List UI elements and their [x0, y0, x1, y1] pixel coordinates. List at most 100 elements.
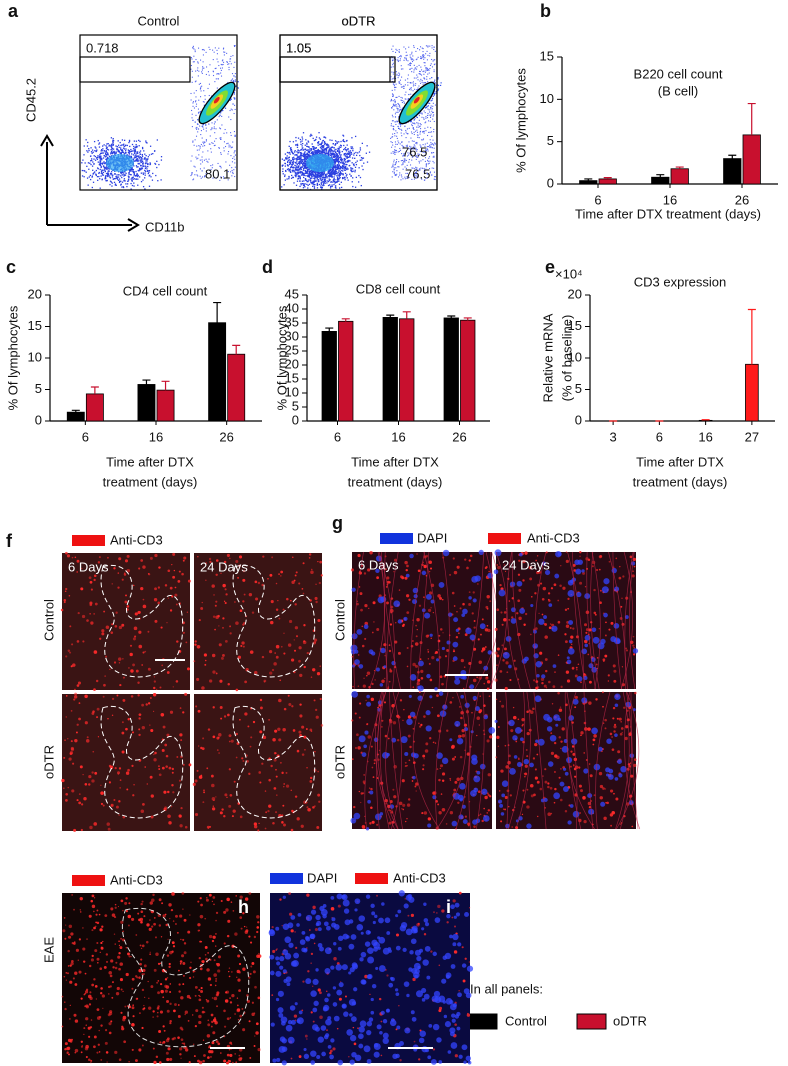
stain-dot [369, 551, 373, 555]
stain-dot [210, 774, 214, 778]
stain-dot [522, 579, 525, 582]
dot [431, 99, 433, 101]
stain-dot [65, 551, 68, 555]
stain-dot [180, 739, 183, 742]
dot [413, 178, 415, 180]
stain-dot [530, 794, 534, 798]
stain-dot [70, 740, 73, 743]
stain-dot [126, 554, 130, 558]
dot [99, 164, 101, 166]
stain-dot [476, 716, 481, 720]
stain-dot [240, 644, 243, 648]
stain-dot [618, 576, 622, 580]
dot [351, 167, 353, 169]
stain-dot [482, 649, 485, 652]
stain-dot [158, 768, 161, 771]
stain-dot [423, 715, 426, 718]
stain-dot [319, 665, 321, 667]
dot [122, 172, 124, 174]
dot [434, 178, 436, 181]
y-axis-label: % Of lymphocytes [5, 305, 20, 410]
dot [103, 168, 106, 170]
dot [282, 168, 284, 170]
stain-dot [360, 801, 362, 804]
stain-dot [223, 815, 226, 818]
gate-value: 76.5 [405, 166, 430, 181]
dot [221, 110, 224, 112]
nucleus [464, 702, 470, 708]
dot [351, 157, 354, 159]
dot [121, 139, 124, 141]
stain-dot [557, 654, 560, 656]
stain-dot [518, 588, 522, 592]
dot [231, 167, 233, 169]
stain-dot [607, 680, 609, 682]
dot [336, 178, 338, 181]
dot [390, 100, 392, 102]
dot [393, 129, 395, 131]
dot [433, 59, 435, 61]
dot [400, 56, 402, 58]
dot [198, 70, 200, 72]
nucleus [471, 754, 478, 761]
dot [234, 108, 236, 111]
stain-dot [71, 789, 75, 793]
nucleus [536, 673, 540, 678]
dot [93, 172, 95, 174]
dot [429, 139, 431, 141]
stain-dot [104, 675, 107, 677]
dot [343, 140, 346, 143]
stain-dot [129, 644, 133, 647]
dot [205, 66, 208, 68]
stain-dot [625, 649, 629, 652]
error-bar [325, 327, 334, 332]
stain-dot [411, 780, 414, 782]
dot [231, 161, 233, 163]
dot [415, 171, 418, 173]
dot [156, 139, 158, 141]
stain-dot [393, 795, 397, 799]
stain-dot [432, 741, 435, 744]
dot [431, 143, 433, 145]
dot [90, 160, 92, 162]
stain-dot [359, 592, 363, 596]
stain-dot [547, 598, 550, 601]
dot [296, 173, 298, 175]
dot [140, 167, 143, 169]
dot [433, 48, 435, 51]
stain-dot [356, 600, 359, 603]
row-label: oDTR [41, 745, 56, 779]
dot [141, 167, 144, 169]
dot [217, 162, 219, 165]
dot [420, 146, 422, 148]
dot [112, 152, 114, 154]
dot [230, 80, 232, 82]
dot [222, 59, 224, 61]
stain-dot [497, 726, 500, 728]
dot [143, 165, 145, 167]
stain-dot [404, 761, 407, 764]
dot [432, 102, 434, 104]
dot [98, 172, 100, 175]
stain-dot [477, 638, 480, 641]
x-axis-label: Time after DTX [636, 454, 724, 469]
dot [132, 176, 134, 178]
stain-dot [518, 559, 521, 562]
dot [101, 150, 103, 152]
stain-dot [486, 812, 489, 814]
dot [298, 175, 300, 177]
stain-dot [376, 823, 379, 826]
dot [196, 123, 199, 125]
dot [194, 174, 196, 176]
fiber [410, 551, 426, 690]
stain-dot [131, 731, 135, 734]
stain-dot [530, 633, 532, 636]
dot [108, 144, 111, 146]
stain-dot [257, 581, 261, 585]
stain-dot [167, 597, 170, 599]
stain-dot [418, 691, 421, 694]
dot [115, 151, 117, 154]
nucleus [532, 643, 539, 649]
stain-dot [554, 754, 558, 758]
dot [227, 151, 230, 153]
